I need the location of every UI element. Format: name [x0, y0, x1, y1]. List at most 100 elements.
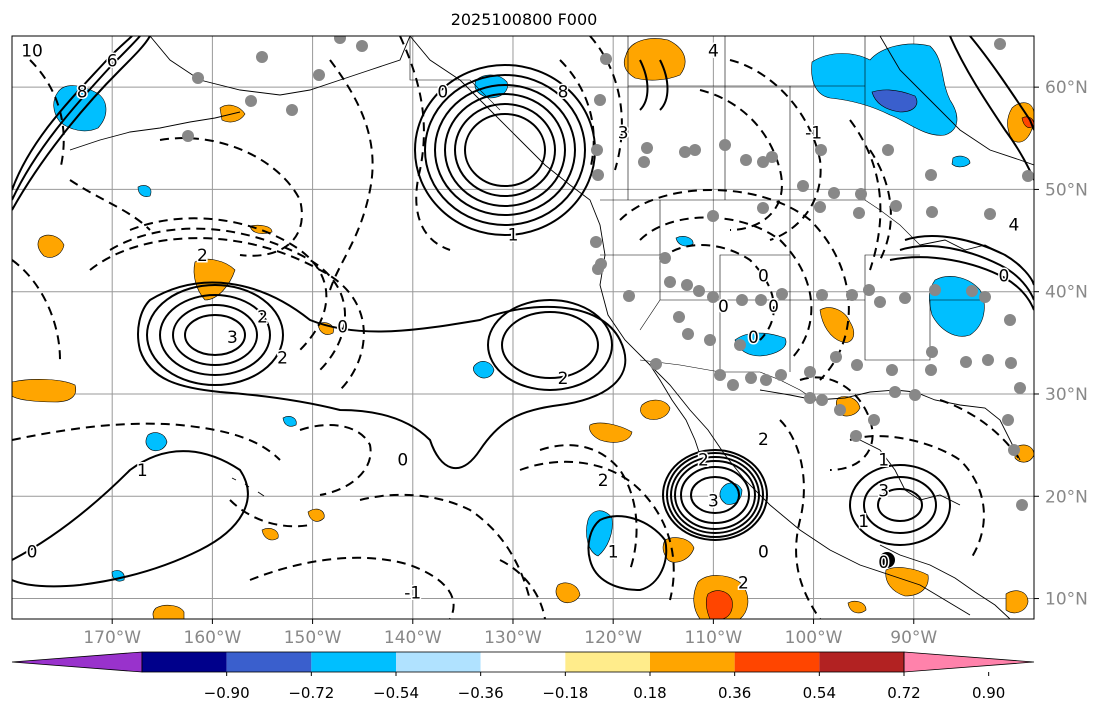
positive-shading-patch [662, 537, 695, 563]
alaska-coast [149, 36, 411, 96]
storm-center-marker [879, 552, 895, 568]
negative-shading-patch [473, 361, 495, 379]
station-dot [192, 72, 204, 84]
station-dot [814, 201, 826, 213]
station-dot [664, 276, 676, 288]
station-dot [736, 294, 748, 306]
station-dot [776, 288, 788, 300]
contour-line [159, 137, 303, 257]
us-mexico-border [639, 359, 816, 401]
contour-value-label: 4 [708, 41, 719, 61]
colorbar-tick-label: −0.72 [288, 684, 334, 702]
contour-line [399, 36, 451, 251]
station-dot [673, 311, 685, 323]
station-dot [828, 187, 840, 199]
contour-value-label: 3 [618, 123, 629, 143]
aleutian-chain [69, 111, 241, 151]
contour-line [89, 237, 365, 391]
contour-line [329, 59, 374, 291]
contour-line [12, 36, 141, 201]
station-dot [704, 334, 716, 346]
station-dot [874, 296, 886, 308]
colorbar-tick-label: −0.18 [542, 684, 588, 702]
station-dot [984, 208, 996, 220]
contour-value-label: 1 [608, 543, 619, 563]
station-dot [356, 40, 368, 52]
colorbar-segment [311, 652, 396, 672]
contour-line [12, 450, 249, 588]
station-dot [659, 252, 671, 264]
plot-area [12, 36, 1034, 619]
station-dot [641, 142, 653, 154]
station-dot [982, 354, 994, 366]
positive-shading-patch [307, 508, 325, 522]
contour-line [444, 93, 566, 207]
negative-shading-patch [137, 185, 152, 197]
station-dot [681, 279, 693, 291]
contour-line [129, 217, 328, 351]
shaded-field-layer [12, 38, 1034, 619]
station-dot [1022, 170, 1034, 182]
contour-value-label: 0 [397, 451, 408, 471]
central-america-coast [879, 544, 1011, 619]
colorbar-frame [141, 651, 905, 673]
positive-shading-patch [37, 234, 65, 258]
station-dot [925, 169, 937, 181]
positive-shading-patch [640, 399, 671, 420]
station-dot [926, 346, 938, 358]
station-dot [889, 386, 901, 398]
station-dot [851, 359, 863, 371]
contour-line [487, 299, 613, 391]
contour-line [849, 435, 985, 561]
station-dot [926, 206, 938, 218]
contour-line [680, 466, 750, 524]
positive-contour-layer [12, 36, 1034, 592]
contour-line [659, 244, 775, 341]
colorbar-tick-label: 0.90 [972, 684, 1005, 702]
negative-contour-layer [12, 36, 1021, 619]
contour-line [454, 103, 556, 197]
contour-line [464, 113, 546, 187]
station-dot [600, 53, 612, 65]
map-title: 2025100800 F000 [450, 10, 598, 29]
contour-value-label: 0 [758, 266, 769, 286]
contour-line [519, 460, 675, 601]
lon-tick-label: 90°W [890, 628, 937, 648]
station-dot [714, 369, 726, 381]
contour-line [849, 119, 882, 271]
station-dot [1016, 499, 1028, 511]
canada-province-borders [627, 36, 866, 200]
station-dot [882, 144, 894, 156]
station-dot [816, 289, 828, 301]
contour-line [690, 476, 740, 514]
station-dot [966, 285, 978, 297]
contour-line [12, 36, 133, 191]
contour-line [889, 256, 1034, 311]
station-dot [313, 69, 325, 81]
negative-shading-patch [951, 155, 971, 168]
contour-value-label: 0 [768, 297, 779, 317]
positive-shading-patch [589, 422, 633, 443]
station-dot [590, 236, 602, 248]
contour-value-label: 2 [257, 307, 268, 327]
contour-line [863, 476, 937, 534]
station-dot [766, 151, 778, 163]
colorbar-segment [226, 652, 312, 672]
positive-shading-patch [1005, 590, 1029, 614]
station-dot [925, 364, 937, 376]
station-dot [745, 372, 757, 384]
contour-line [434, 84, 576, 216]
contour-value-label: 0 [999, 266, 1010, 286]
station-dot [591, 144, 603, 156]
contour-value-label: 0 [437, 82, 448, 102]
negative-shading-patch [675, 236, 694, 247]
station-dot [855, 188, 867, 200]
negative-shading-patch [811, 43, 958, 136]
contour-value-label: 2 [598, 471, 609, 491]
station-dot [1004, 314, 1016, 326]
lat-tick-label: 10°N [1045, 590, 1088, 610]
contour-line [589, 36, 623, 171]
contour-value-label: 1 [878, 451, 889, 471]
